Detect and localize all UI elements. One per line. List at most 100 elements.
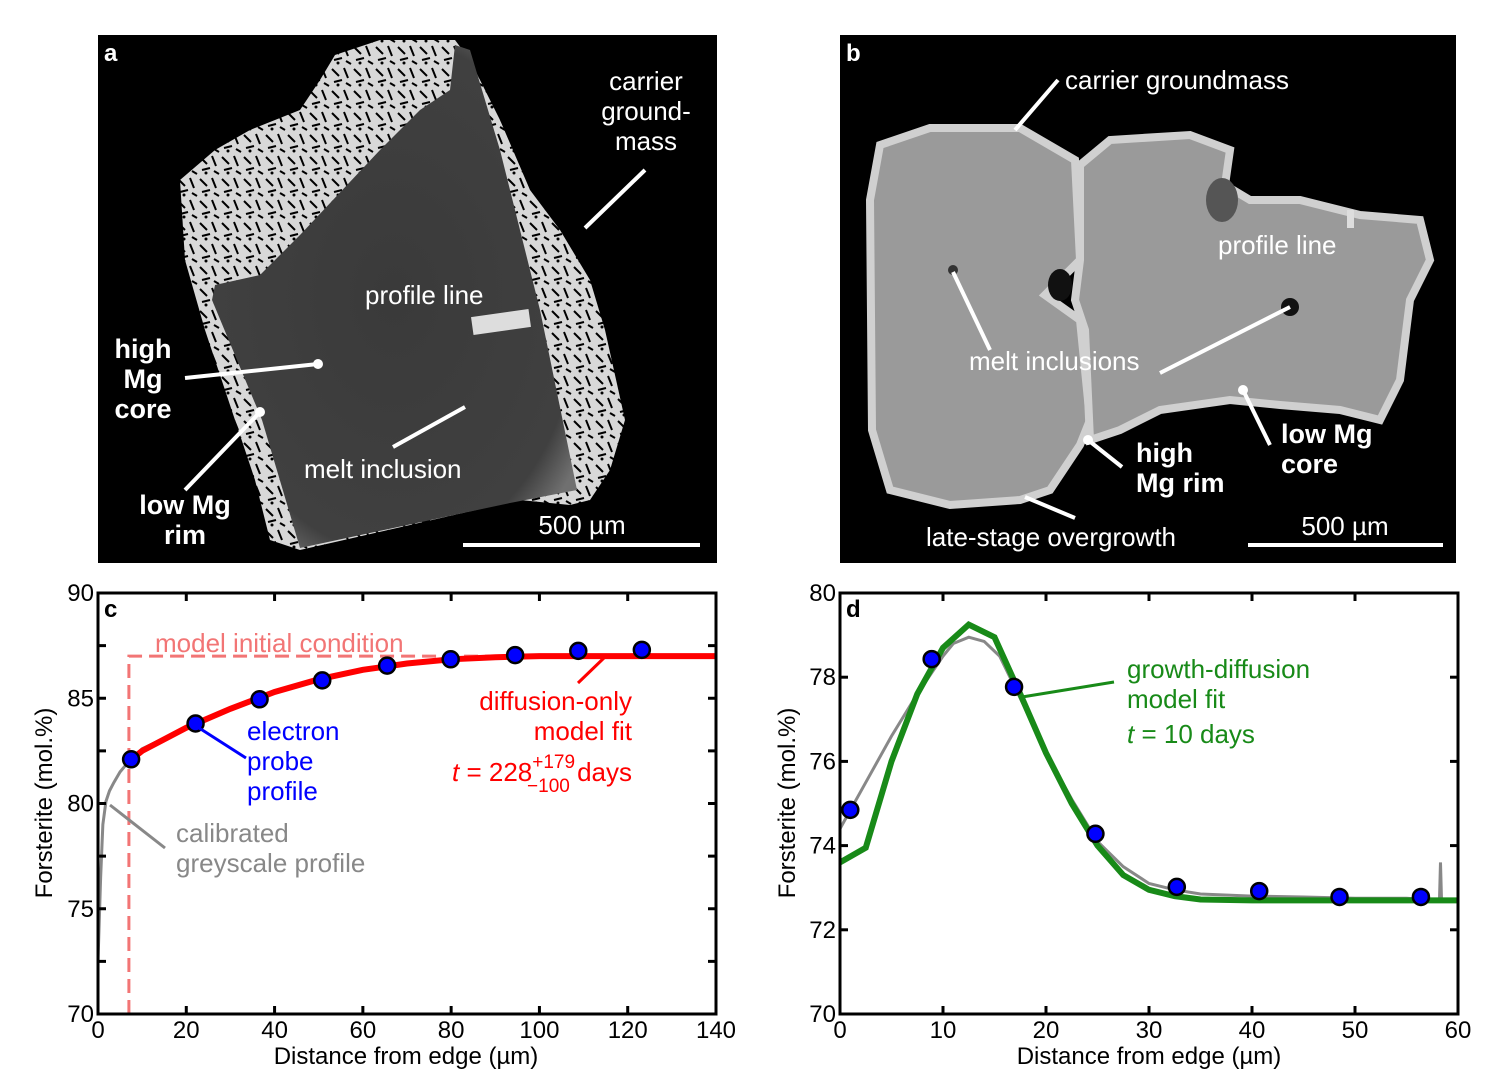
probe-point bbox=[1411, 887, 1431, 907]
olivine-grain-right bbox=[1070, 130, 1435, 446]
y-axis-label: Forsterite (mol.%) bbox=[31, 708, 58, 899]
profile-line-marker bbox=[471, 309, 531, 335]
panel-letter-c: c bbox=[104, 596, 117, 623]
y-tick-label: 80 bbox=[809, 580, 836, 607]
probe-point bbox=[1249, 881, 1269, 901]
label-profile-line: profile line bbox=[365, 280, 484, 310]
label-core-1: high bbox=[115, 334, 172, 364]
annotation-fit-2: model fit bbox=[1127, 684, 1226, 714]
label-carrier-2: ground- bbox=[601, 96, 691, 126]
leader-fit bbox=[576, 654, 608, 685]
leader-greyscale bbox=[109, 803, 166, 850]
annotation-greyscale-2: greyscale profile bbox=[176, 848, 365, 878]
label-rim-2: rim bbox=[164, 520, 206, 550]
label-melt-inclusion: melt inclusion bbox=[304, 454, 462, 484]
x-axis-label: Distance from edge (µm) bbox=[274, 1043, 539, 1070]
probe-point bbox=[121, 750, 141, 769]
scale-bar-label: 500 µm bbox=[1301, 511, 1388, 541]
label-profile-line: profile line bbox=[1218, 230, 1337, 260]
probe-point bbox=[250, 690, 269, 709]
x-tick-label: 60 bbox=[1445, 1017, 1472, 1044]
probe-point bbox=[922, 649, 941, 669]
x-tick-label: 20 bbox=[173, 1017, 200, 1044]
y-tick-label: 80 bbox=[67, 791, 94, 818]
label-rim-1: low Mg bbox=[139, 490, 230, 520]
label-rim-2: Mg rim bbox=[1136, 468, 1225, 498]
y-tick-label: 78 bbox=[809, 664, 836, 691]
panel-letter: b bbox=[846, 40, 861, 67]
probe-point bbox=[1167, 877, 1187, 897]
series-model-fit bbox=[127, 653, 716, 764]
probe-point bbox=[505, 645, 525, 665]
olivine-crystal bbox=[212, 45, 577, 548]
annotation-fit-2: model fit bbox=[534, 716, 633, 746]
label-melt-inclusions: melt inclusions bbox=[969, 346, 1140, 376]
y-tick-label: 76 bbox=[809, 748, 836, 775]
label-rim-1: high bbox=[1136, 438, 1193, 468]
probe-point bbox=[377, 656, 397, 675]
y-tick-label: 90 bbox=[67, 580, 94, 607]
panel-letter: a bbox=[104, 40, 118, 67]
annotation-probe-2: probe bbox=[247, 746, 314, 776]
annotation-fit-time: t = 228+179 −100 days bbox=[452, 752, 632, 797]
x-axis-label: Distance from edge (µm) bbox=[1017, 1043, 1282, 1070]
y-tick-label: 72 bbox=[809, 917, 836, 944]
leader-fit bbox=[1021, 680, 1115, 699]
annotation-initial-condition: model initial condition bbox=[155, 628, 404, 658]
x-tick-label: 60 bbox=[350, 1017, 377, 1044]
label-carrier-3: mass bbox=[615, 126, 677, 156]
x-tick-label: 100 bbox=[519, 1017, 559, 1044]
y-tick-label: 70 bbox=[809, 1001, 836, 1028]
probe-point bbox=[841, 800, 860, 820]
label-core-3: core bbox=[114, 394, 171, 424]
y-tick-label: 85 bbox=[67, 685, 94, 712]
probe-point bbox=[441, 650, 460, 669]
panel-b-micrograph: b carrier groundmass profile line melt i… bbox=[840, 35, 1456, 563]
x-tick-label: 120 bbox=[608, 1017, 648, 1044]
probe-point bbox=[1004, 677, 1024, 697]
label-core-2: Mg bbox=[124, 364, 163, 394]
olivine-grain-left bbox=[865, 124, 1095, 510]
probe-point bbox=[1330, 887, 1349, 907]
label-carrier: carrier groundmass bbox=[1065, 65, 1289, 95]
x-tick-label: 40 bbox=[1239, 1017, 1266, 1044]
label-overgrowth: late-stage overgrowth bbox=[926, 522, 1176, 552]
series-initial-condition bbox=[127, 654, 716, 1014]
probe-point bbox=[569, 641, 588, 661]
leader-probe bbox=[195, 724, 247, 760]
plot-area bbox=[838, 620, 1458, 907]
y-tick-label: 74 bbox=[809, 833, 836, 860]
probe-point bbox=[312, 671, 332, 690]
annotation-fit-1: diffusion-only bbox=[479, 686, 632, 716]
y-tick-label: 70 bbox=[67, 1001, 94, 1028]
label-core-1: low Mg bbox=[1281, 419, 1372, 449]
scale-bar-label: 500 µm bbox=[538, 510, 625, 540]
chart-d: d growth-diffusion model fit t = 10 days… bbox=[774, 580, 1471, 1070]
probe-point bbox=[632, 640, 652, 660]
annotation-fit-1: growth-diffusion bbox=[1127, 654, 1310, 684]
y-tick-label: 75 bbox=[67, 896, 94, 923]
chart-c: c model initial condition diffusion-only… bbox=[31, 580, 736, 1070]
x-tick-label: 30 bbox=[1136, 1017, 1163, 1044]
annotation-fit-time: t = 10 days bbox=[1127, 719, 1255, 749]
x-tick-label: 10 bbox=[930, 1017, 957, 1044]
label-carrier-1: carrier bbox=[609, 66, 683, 96]
y-axis-label: Forsterite (mol.%) bbox=[774, 708, 801, 899]
x-tick-label: 80 bbox=[438, 1017, 465, 1044]
x-tick-label: 50 bbox=[1342, 1017, 1369, 1044]
x-tick-label: 20 bbox=[1033, 1017, 1060, 1044]
annotation-greyscale-1: calibrated bbox=[176, 818, 289, 848]
panel-a-micrograph: a carrier ground- mass high Mg core low … bbox=[98, 35, 717, 563]
label-core-2: core bbox=[1281, 449, 1338, 479]
panel-letter-d: d bbox=[846, 596, 861, 623]
x-tick-label: 40 bbox=[261, 1017, 288, 1044]
series-model-fit bbox=[838, 620, 1458, 904]
x-tick-label: 140 bbox=[696, 1017, 736, 1044]
x-tick-label: 0 bbox=[91, 1017, 104, 1044]
probe-point bbox=[1086, 824, 1105, 844]
x-tick-label: 0 bbox=[833, 1017, 846, 1044]
annotation-probe-1: electron bbox=[247, 716, 340, 746]
annotation-probe-3: profile bbox=[247, 776, 318, 806]
leader-lines bbox=[951, 78, 1443, 547]
